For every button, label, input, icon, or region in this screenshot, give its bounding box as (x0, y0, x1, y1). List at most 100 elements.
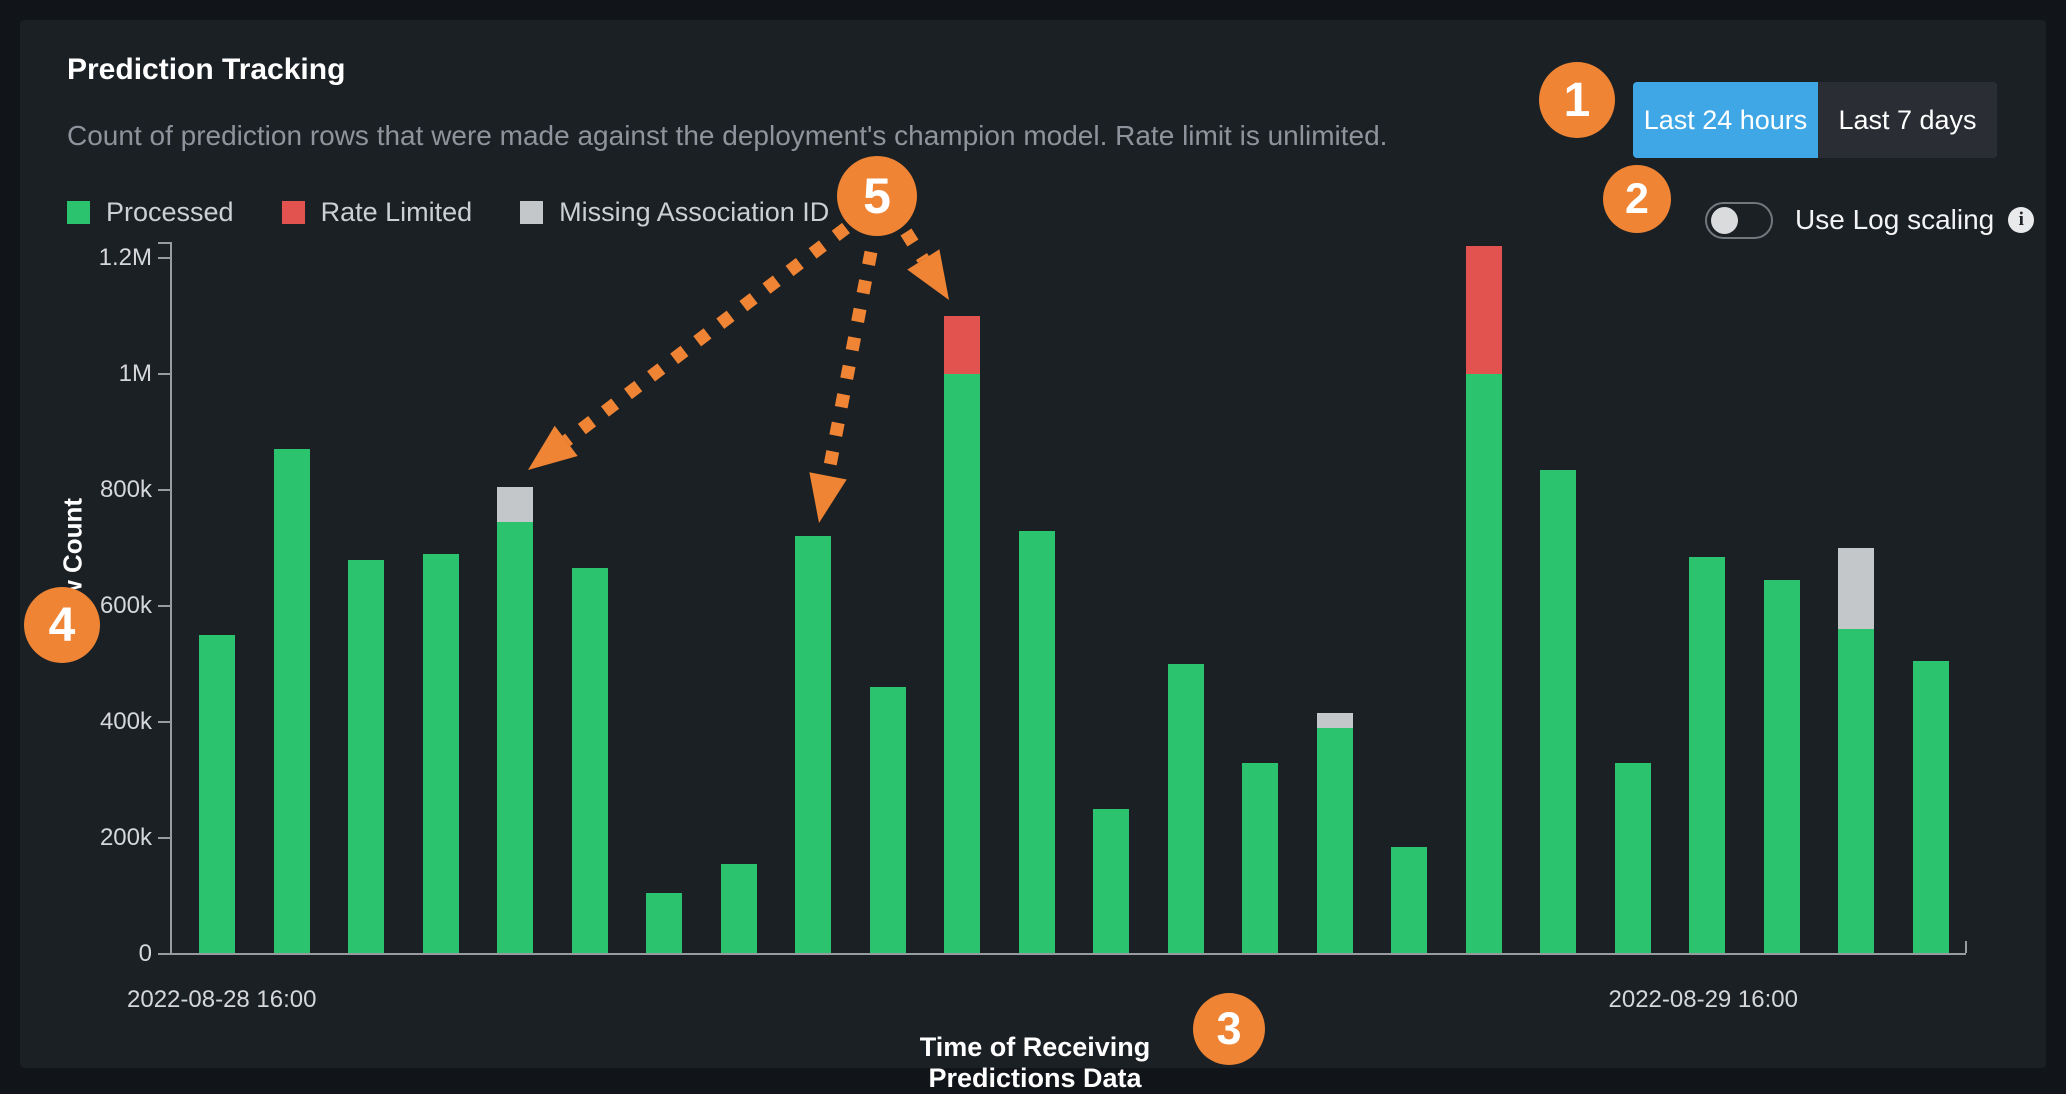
axis-line (158, 242, 170, 244)
panel-subtitle: Count of prediction rows that were made … (67, 120, 1388, 151)
bar-segment-processed (1242, 762, 1278, 954)
legend-swatch-icon (520, 201, 544, 224)
bar-segment-missing-association-id (1316, 713, 1353, 728)
time-range-button-group: Last 24 hours Last 7 days (1633, 82, 1997, 158)
y-tick-label: 1M (118, 360, 152, 387)
callout-circle-5: 5 (837, 156, 917, 236)
bar-segment-processed (869, 687, 906, 954)
bar-segment-processed (1540, 469, 1576, 954)
stacked-bar[interactable] (571, 568, 608, 954)
stacked-bar[interactable] (1540, 469, 1576, 954)
bar-segment-processed (1391, 846, 1427, 954)
bar-segment-processed (422, 553, 459, 954)
stacked-bar[interactable] (348, 559, 384, 954)
y-tick-label: 200k (99, 824, 152, 851)
x-axis-title: Time of Receiving Predictions Data (919, 1032, 1151, 1093)
bar-segment-processed (1316, 727, 1353, 954)
stacked-bar[interactable] (422, 553, 459, 954)
y-tick-mark (158, 605, 170, 607)
y-tick-mark (158, 953, 170, 955)
bar-segment-missing-association-id (1838, 548, 1874, 630)
legend-swatch-icon (281, 201, 305, 224)
callout-circle-2: 2 (1603, 165, 1671, 233)
bar-segment-processed (571, 568, 608, 954)
axis-line (170, 242, 172, 954)
log-scaling-row: Use Log scaling i (1705, 198, 2035, 242)
bar-segment-processed (1093, 809, 1129, 954)
bar-segment-processed (646, 893, 682, 954)
stacked-bar[interactable] (795, 536, 831, 954)
callout-circle-1: 1 (1539, 62, 1615, 138)
bar-segment-processed (1763, 579, 1800, 954)
y-tick-label: 0 (138, 940, 152, 967)
stacked-bar[interactable] (1018, 530, 1055, 954)
legend-item[interactable]: Processed (67, 197, 234, 228)
bar-segment-processed (1689, 556, 1725, 954)
y-tick-label: 600k (99, 592, 152, 619)
axis-line (158, 953, 1966, 955)
stacked-bar[interactable] (1912, 661, 1949, 954)
toggle-knob (1711, 206, 1738, 234)
stacked-bar[interactable] (273, 449, 310, 954)
x-axis-start-label: 2022-08-28 16:00 (127, 986, 317, 1013)
log-scaling-toggle[interactable] (1705, 201, 1773, 239)
bar-segment-processed (944, 374, 980, 954)
log-scaling-label: Use Log scaling (1795, 204, 1995, 235)
stacked-bar[interactable] (497, 487, 533, 954)
callout-circle-4: 4 (24, 587, 100, 663)
bar-segment-missing-association-id (497, 487, 533, 522)
bar-segment-rate-limited (944, 316, 980, 374)
y-tick-mark (158, 489, 170, 491)
y-tick-mark (158, 373, 170, 375)
stacked-bar[interactable] (1316, 713, 1353, 954)
bar-segment-processed (1614, 762, 1651, 954)
stacked-bar[interactable] (720, 864, 757, 954)
stacked-bar[interactable] (1465, 246, 1502, 954)
bar-segment-processed (1018, 530, 1055, 954)
info-icon[interactable]: i (2008, 207, 2035, 233)
bar-segment-processed (348, 559, 384, 954)
stacked-bar[interactable] (646, 893, 682, 954)
legend-item[interactable]: Missing Association ID (520, 197, 829, 228)
legend-item[interactable]: Rate Limited (281, 197, 473, 228)
bar-segment-processed (1912, 661, 1949, 954)
y-tick-mark (158, 721, 170, 723)
stacked-bar[interactable] (1242, 762, 1278, 954)
stacked-bar[interactable] (1167, 664, 1204, 954)
stacked-bar[interactable] (1093, 809, 1129, 954)
y-tick-label: 800k (99, 476, 152, 503)
legend-label: Missing Association ID (559, 197, 830, 227)
y-tick-mark (158, 257, 170, 259)
legend-swatch-icon (67, 201, 90, 224)
bar-segment-processed (1167, 664, 1204, 954)
y-tick-mark (158, 837, 170, 839)
page-title: Prediction Tracking (67, 53, 346, 86)
last-24-hours-button[interactable]: Last 24 hours (1633, 82, 1818, 158)
bar-segment-processed (1465, 373, 1502, 954)
bar-segment-rate-limited (1465, 246, 1502, 374)
stacked-bar[interactable] (944, 316, 980, 954)
bar-segment-processed (497, 521, 533, 954)
stacked-bar[interactable] (1391, 846, 1427, 954)
y-tick-label: 400k (99, 708, 152, 735)
stacked-bar[interactable] (1838, 548, 1874, 954)
bar-segment-processed (795, 536, 831, 954)
axis-line (1965, 941, 1967, 953)
y-tick-label: 1.2M (98, 244, 152, 271)
legend-label: Processed (106, 197, 234, 227)
bar-segment-processed (273, 449, 310, 954)
stacked-bar[interactable] (1614, 762, 1651, 954)
bar-segment-processed (720, 864, 757, 954)
bar-segment-processed (199, 635, 235, 954)
bar-segment-processed (1838, 629, 1874, 954)
last-7-days-button[interactable]: Last 7 days (1818, 82, 1997, 158)
stacked-bar[interactable] (199, 635, 235, 954)
legend-label: Rate Limited (320, 197, 473, 227)
stacked-bar[interactable] (1689, 556, 1725, 954)
stacked-bar[interactable] (869, 687, 906, 954)
stacked-bar[interactable] (1763, 579, 1800, 954)
legend: Processed Rate Limited Missing Association… (67, 197, 829, 228)
x-axis-end-label: 2022-08-29 16:00 (1608, 986, 1799, 1013)
callout-circle-3: 3 (1193, 993, 1265, 1065)
